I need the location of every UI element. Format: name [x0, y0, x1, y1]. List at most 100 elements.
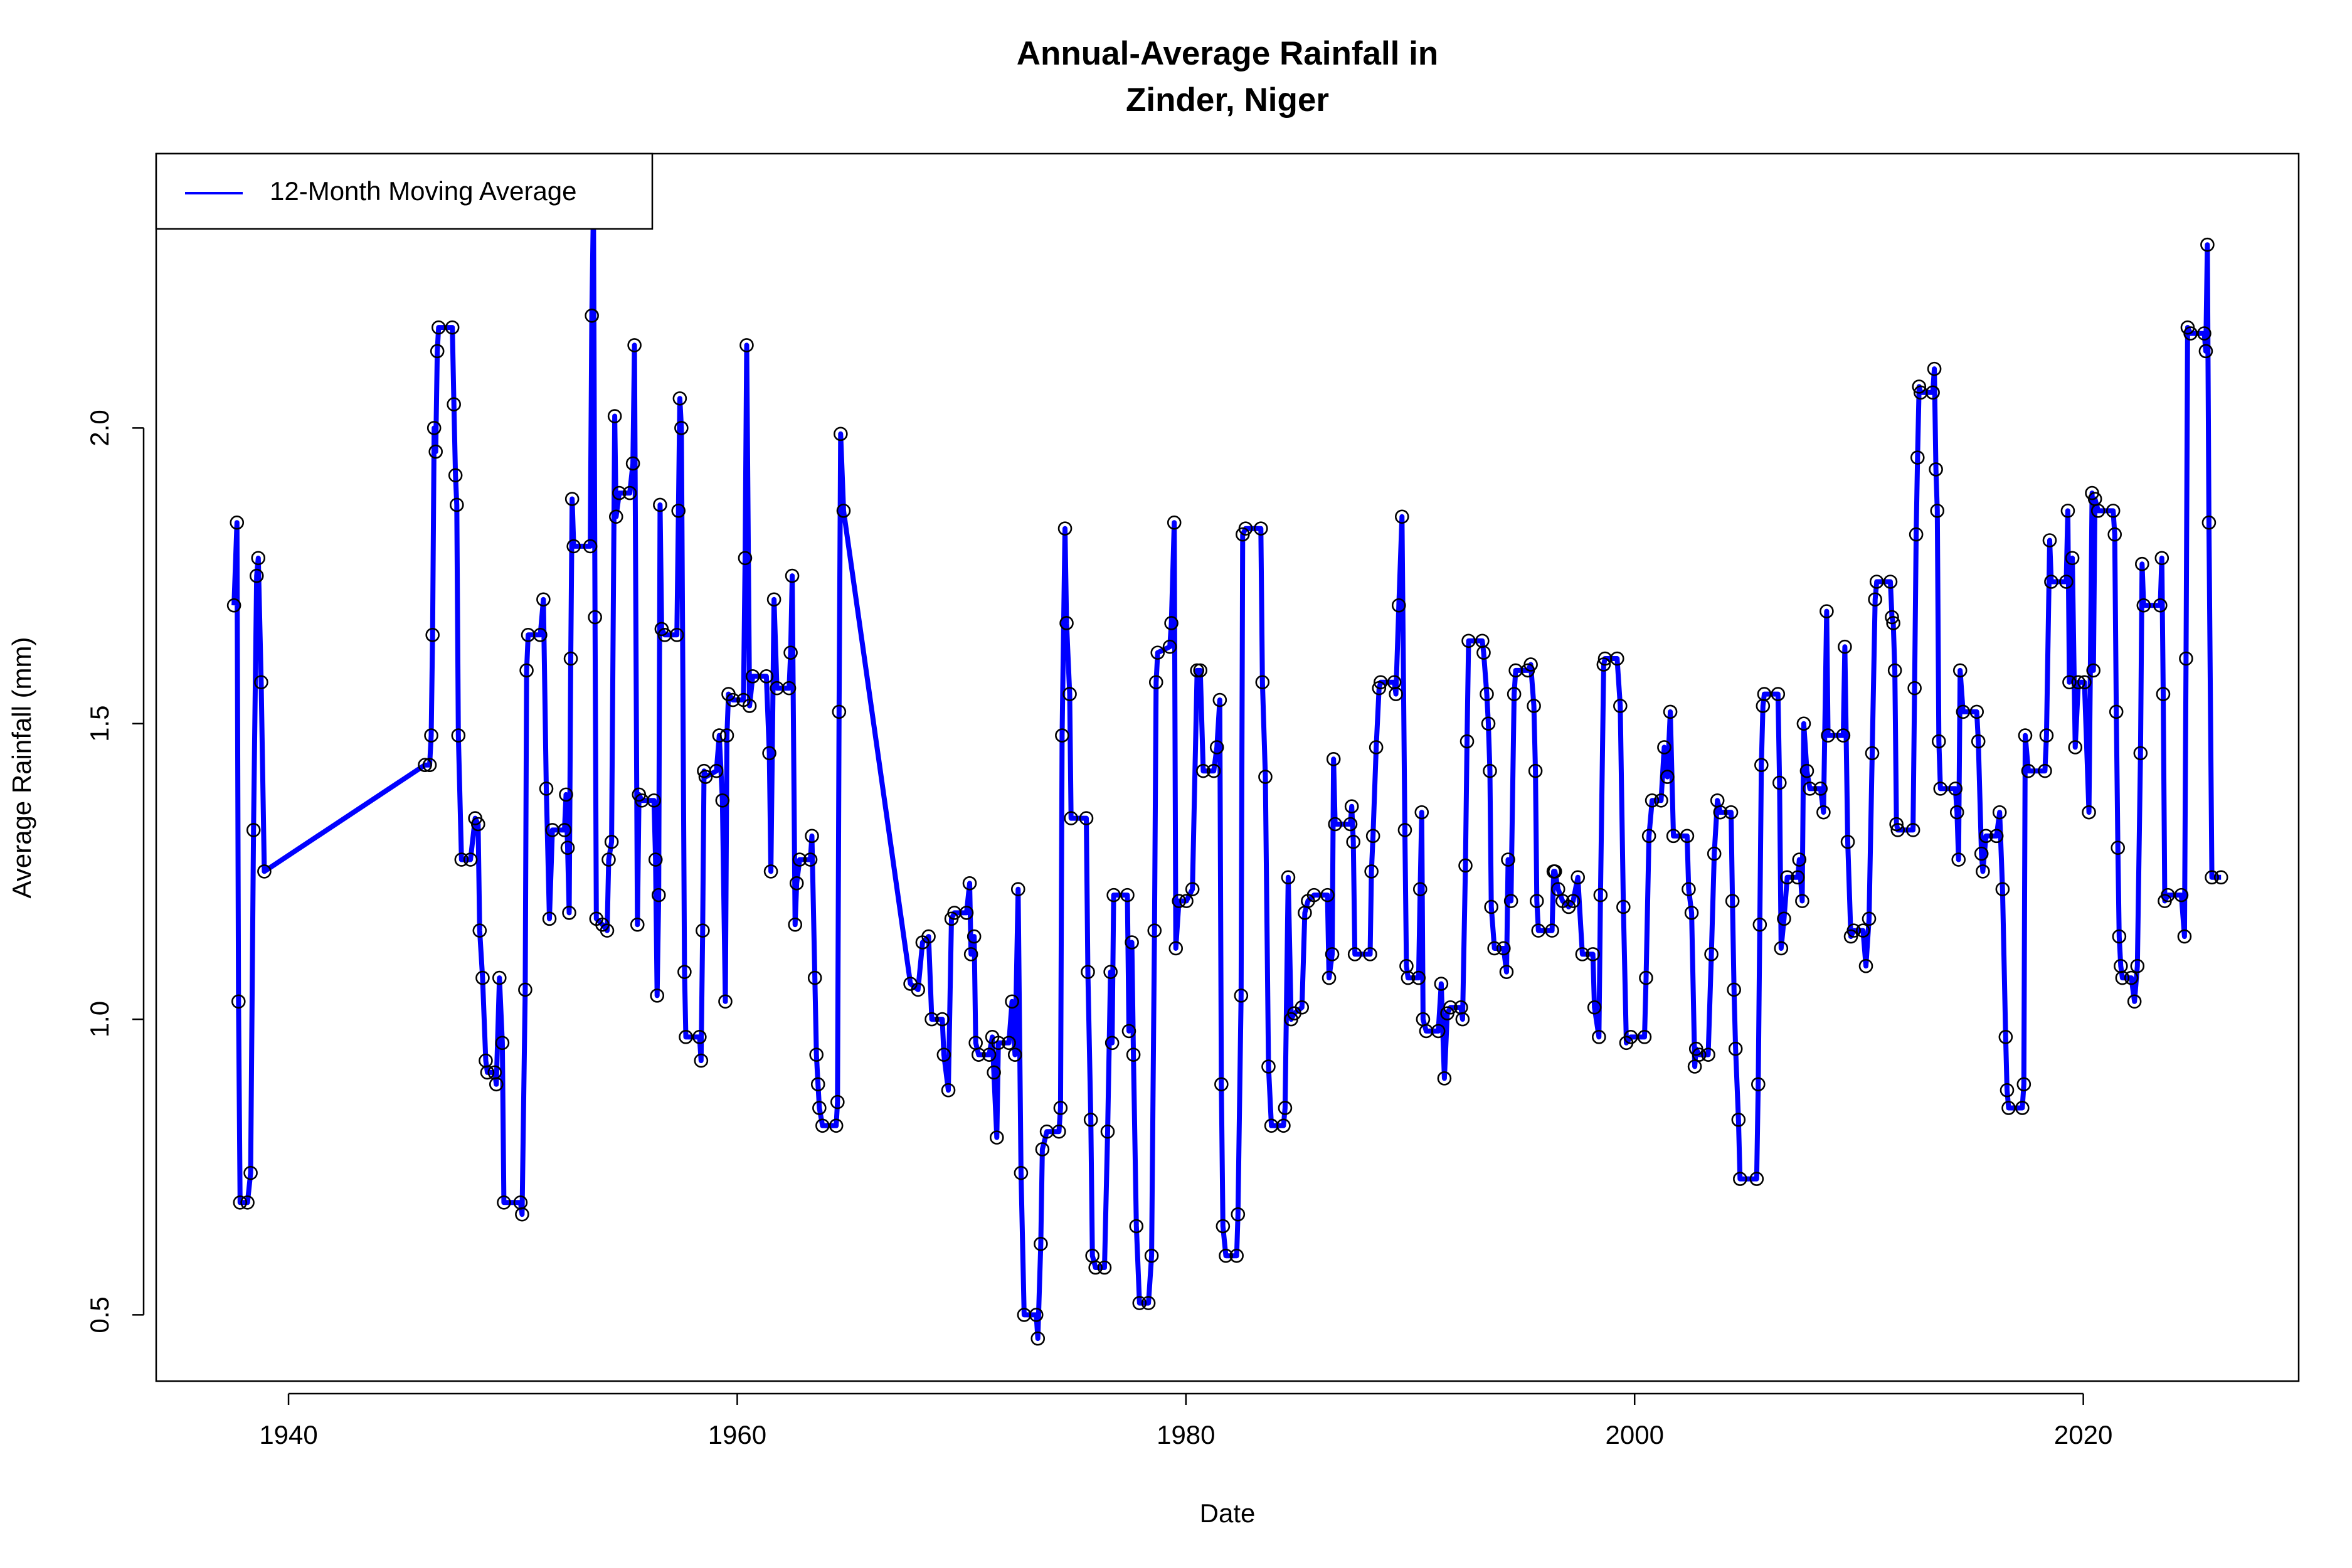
data-point [647, 793, 662, 808]
data-point [1684, 906, 1699, 920]
data-point [2174, 887, 2189, 903]
data-point [1890, 823, 1905, 837]
data-point [447, 397, 461, 411]
data-point [1905, 823, 1920, 837]
data-point [671, 504, 686, 518]
data-point [1799, 763, 1814, 778]
data-point [829, 1118, 844, 1133]
data-point [1616, 899, 1631, 914]
data-point [2021, 763, 2036, 778]
data-point [832, 704, 847, 719]
y-tick-label: 1.0 [85, 1001, 114, 1037]
data-point [1320, 887, 1335, 903]
data-point [936, 1047, 951, 1062]
data-point [1663, 704, 1678, 719]
data-point [2200, 237, 2215, 252]
data-point [739, 338, 754, 352]
data-point [1885, 610, 1899, 625]
data-point [1209, 740, 1224, 755]
data-point [243, 1165, 258, 1180]
data-point [1129, 1219, 1144, 1234]
data-point [1909, 527, 1924, 542]
data-point [1083, 1113, 1098, 1127]
data-point [240, 1195, 255, 1210]
data-point [1322, 970, 1337, 985]
data-point [536, 592, 551, 607]
data-point [2082, 805, 2096, 820]
legend-box [155, 152, 654, 230]
data-point [2153, 598, 2168, 613]
data-point [1363, 947, 1377, 961]
data-point [1411, 970, 1426, 985]
data-point [562, 906, 576, 920]
data-point [963, 947, 978, 961]
data-point [1792, 852, 1807, 867]
data-point [1150, 645, 1165, 660]
data-point [249, 568, 264, 583]
data-point [959, 906, 974, 920]
data-point [1523, 657, 1538, 672]
data-point [1214, 1077, 1229, 1092]
data-point [1121, 1024, 1136, 1039]
data-point [1147, 923, 1162, 938]
data-point [1365, 829, 1380, 844]
data-point [2042, 533, 2057, 548]
legend-label: 12-Month Moving Average [270, 176, 577, 206]
data-point [445, 320, 460, 335]
data-point [1713, 805, 1728, 820]
y-tick-label: 0.5 [85, 1296, 114, 1333]
data-point [1868, 592, 1882, 607]
data-point [830, 1094, 845, 1110]
data-point [1389, 687, 1403, 701]
data-point [246, 823, 261, 837]
data-point [2130, 958, 2145, 973]
data-point [424, 728, 438, 743]
data-point [1889, 817, 1904, 832]
data-point [1394, 509, 1409, 524]
data-point [432, 320, 446, 335]
data-point [489, 1077, 504, 1092]
data-point [585, 308, 599, 323]
data-point [1501, 852, 1515, 867]
axes: 1940 1960 1980 2000 2020 0.5 1.0 1.5 2.0 [85, 410, 2112, 1449]
data-point [921, 929, 936, 944]
data-point [1172, 894, 1187, 908]
data-point [1179, 894, 1194, 908]
x-tick-label: 1940 [259, 1420, 317, 1449]
data-point [1167, 515, 1182, 530]
data-point [1550, 882, 1565, 896]
data-point [600, 923, 615, 938]
data-point [677, 965, 692, 979]
data-point [1821, 728, 1835, 743]
data-point [1637, 1030, 1652, 1044]
data-point [1956, 704, 1971, 719]
data-point [2077, 675, 2092, 690]
data-point [1931, 734, 1946, 749]
data-point [588, 610, 602, 625]
data-point [692, 1030, 707, 1044]
data-point [2065, 551, 2080, 566]
data-point [1772, 775, 1787, 790]
data-point [497, 1195, 511, 1210]
data-point [1883, 575, 1898, 589]
data-point [810, 1077, 825, 1092]
plot-area [226, 196, 2228, 1346]
data-point [694, 1053, 709, 1068]
data-point [1969, 704, 1984, 719]
data-point [1757, 687, 1772, 701]
data-point [1641, 829, 1656, 844]
data-point [738, 551, 753, 566]
data-point [650, 988, 665, 1003]
data-point [2106, 504, 2121, 518]
data-point [987, 1065, 1001, 1080]
data-point [230, 515, 245, 530]
data-point [651, 887, 666, 903]
chart-title: Annual-Average Rainfall in [1017, 35, 1438, 72]
data-point [1704, 947, 1719, 961]
y-tick-label: 2.0 [85, 410, 114, 446]
data-point [1306, 887, 1322, 903]
data-point [1777, 911, 1791, 926]
data-point [1527, 699, 1541, 713]
data-point [2107, 527, 2122, 542]
data-point [1455, 1012, 1470, 1027]
